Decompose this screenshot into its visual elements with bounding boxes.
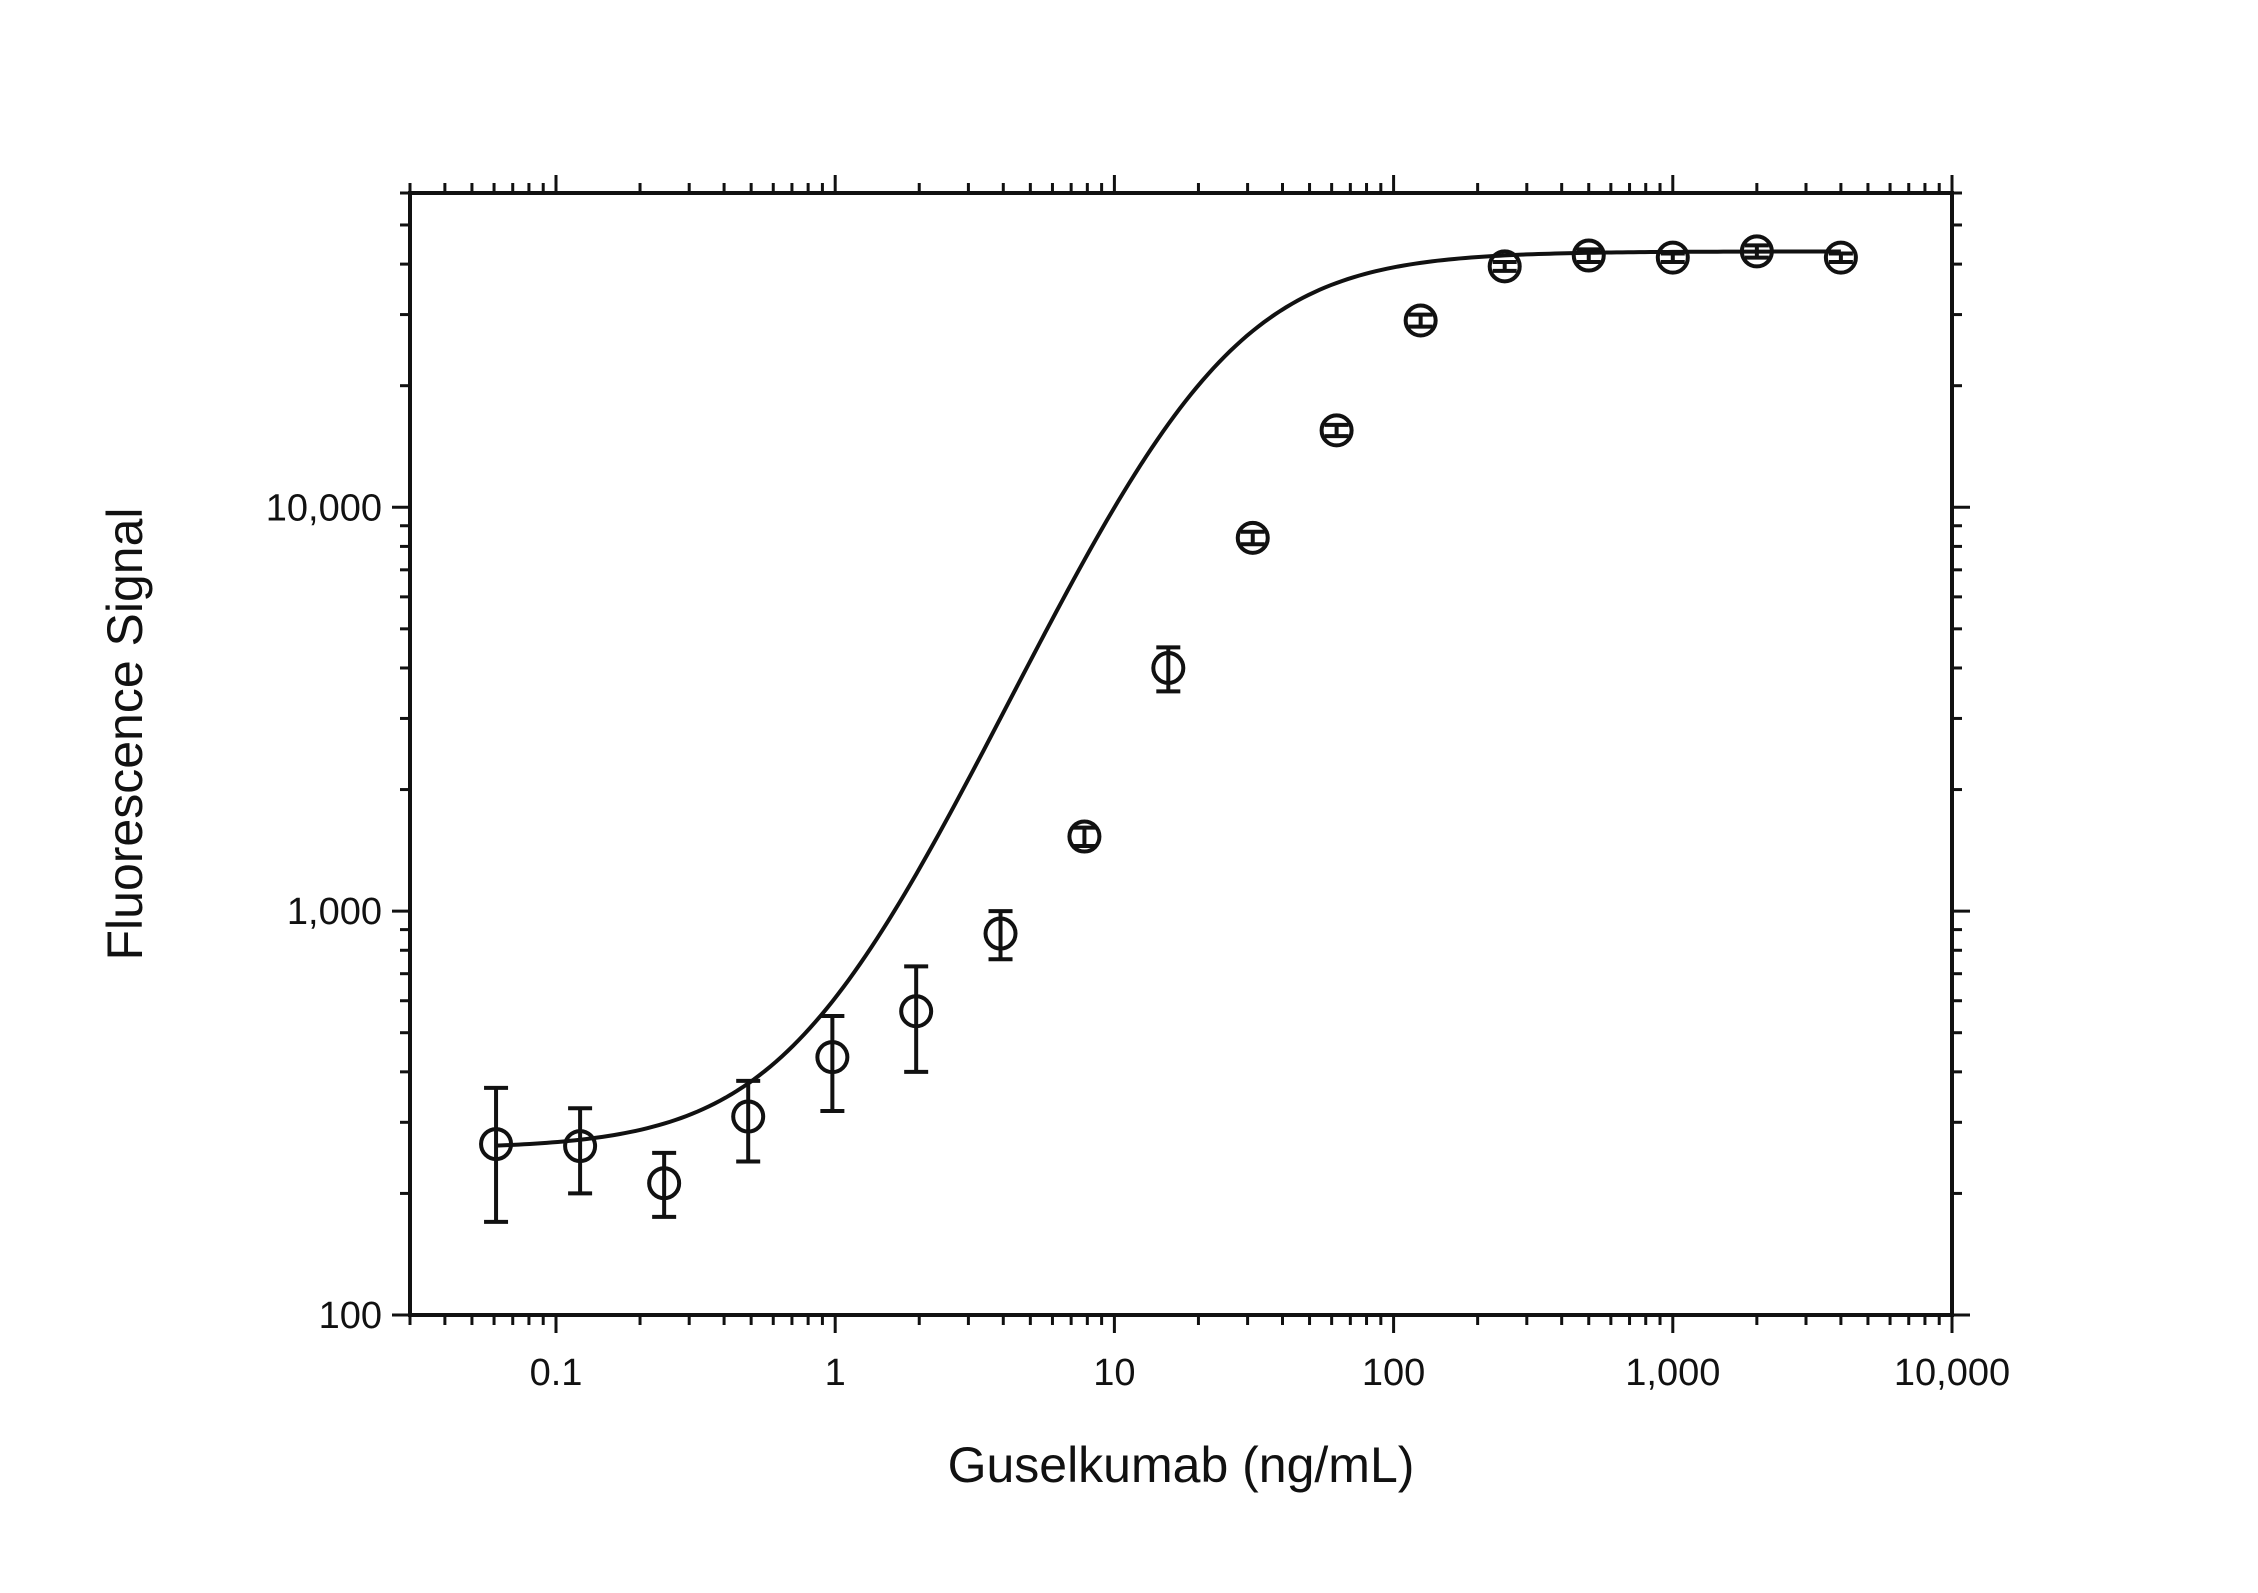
point-marker [899,994,934,1029]
data-point [479,1085,514,1224]
data-point [731,1078,766,1164]
y-tick-labels: 100 1,000 10,000 [266,487,382,1337]
data-point [1739,234,1774,269]
point-marker [1403,303,1438,338]
point-marker [815,1040,850,1075]
point-marker [647,1166,682,1201]
point-marker [1655,240,1690,275]
point-marker [983,916,1018,951]
data-point [983,909,1018,962]
x-tick-label: 0.1 [530,1352,583,1394]
data-point [815,1013,850,1113]
y-tick-label: 1,000 [287,891,382,933]
x-tick-label: 1,000 [1625,1352,1720,1394]
data-point [647,1150,682,1219]
data-point [1823,240,1858,275]
y-axis-title: Fluorescence Signal [97,507,153,960]
data-point [1151,645,1186,694]
point-marker [1067,819,1102,854]
data-point [899,964,934,1074]
point-marker [1235,520,1270,555]
x-axis-title: Guselkumab (ng/mL) [948,1437,1415,1493]
data-point [1067,819,1102,854]
point-marker [1487,249,1522,284]
x-tick-label: 10,000 [1894,1352,2010,1394]
fit-curve [495,249,1841,1148]
data-point [1655,240,1690,275]
point-marker [731,1099,766,1134]
point-marker [563,1129,598,1164]
data-points [479,234,1858,1224]
data-point [1319,413,1354,448]
data-point [1487,249,1522,284]
point-marker [1823,240,1858,275]
plot-frame [408,191,1954,1317]
y-tick-label: 100 [319,1295,382,1337]
axis-ticks [392,175,1970,1333]
x-tick-labels: 0.1 1 10 100 1,000 10,000 [530,1352,2011,1394]
data-point [563,1106,598,1196]
data-point [1235,520,1270,555]
point-marker [1739,234,1774,269]
data-point [1571,238,1606,273]
point-marker [1151,650,1186,685]
point-marker [1319,413,1354,448]
x-tick-label: 1 [825,1352,846,1394]
data-point [1403,303,1438,338]
point-marker [1571,238,1606,273]
x-tick-label: 10 [1093,1352,1135,1394]
y-tick-label: 10,000 [266,487,382,529]
x-tick-label: 100 [1362,1352,1425,1394]
point-marker [479,1127,514,1162]
